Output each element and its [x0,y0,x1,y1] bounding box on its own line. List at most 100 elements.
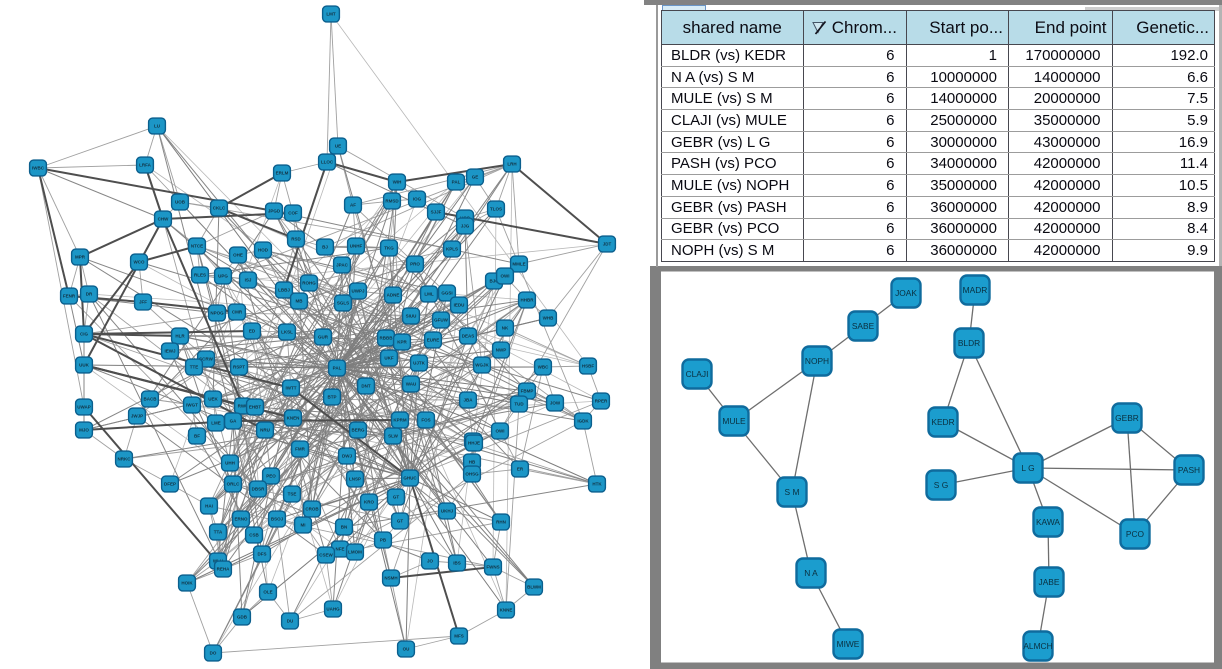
svg-text:OWI: OWI [501,274,510,279]
svg-text:BJ: BJ [322,245,328,250]
svg-text:RLES: RLES [194,273,206,278]
svg-text:MI: MI [301,523,306,528]
svg-text:JBA: JBA [463,398,473,403]
svg-text:GUR: GUR [318,335,329,340]
svg-text:BLWM: BLWM [527,585,541,590]
svg-text:SJJF: SJJF [431,210,442,215]
svg-text:DBSR: DBSR [252,487,266,492]
svg-text:OWI: OWI [496,429,505,434]
svg-text:WGJK: WGJK [475,363,489,368]
svg-text:RMSD: RMSD [385,199,399,204]
svg-text:JWJP: JWJP [131,414,143,419]
svg-text:PRO: PRO [410,262,420,267]
svg-text:BERG: BERG [351,428,365,433]
svg-text:TTE: TTE [190,365,199,370]
svg-text:RWU: RWU [238,404,249,409]
svg-text:HHJE: HHJE [468,441,480,446]
svg-text:GFUW: GFUW [434,318,448,323]
svg-text:LU: LU [154,124,160,129]
svg-text:LKSL: LKSL [281,330,293,335]
svg-text:DR: DR [86,292,93,297]
svg-text:GDB: GDB [237,615,248,620]
svg-text:UKHJ: UKHJ [441,509,454,514]
svg-text:UAHG: UAHG [326,607,340,612]
svg-text:CMR: CMR [232,310,243,315]
svg-text:UOB: UOB [175,200,186,205]
svg-text:NWP: NWP [496,348,507,353]
svg-text:SGLS: SGLS [337,301,349,306]
svg-text:UEK: UEK [208,397,218,402]
svg-text:JDT: JDT [603,242,612,247]
svg-text:MPR: MPR [75,255,86,260]
svg-text:IWGT: IWGT [186,403,198,408]
svg-text:HHBR: HHBR [521,298,535,303]
svg-text:NTCE: NTCE [191,244,203,249]
svg-text:KPR: KPR [397,340,407,345]
svg-text:CKLC: CKLC [213,206,226,211]
svg-text:MMLE: MMLE [512,262,525,267]
svg-text:SCRW: SCRW [199,357,213,362]
svg-text:IEDU: IEDU [454,303,465,308]
svg-text:TUD: TUD [514,402,524,407]
svg-text:WBC: WBC [538,365,549,370]
svg-text:ORLC: ORLC [227,482,240,487]
svg-text:LME: LME [211,421,221,426]
svg-text:NRU: NRU [260,428,270,433]
svg-text:MIWE: MIWE [837,639,860,649]
svg-text:FOS: FOS [421,418,430,423]
svg-text:S G: S G [934,480,948,490]
svg-text:LRFA: LRFA [139,163,151,168]
svg-text:BLDR: BLDR [958,338,980,348]
svg-text:PEO: PEO [266,474,276,479]
svg-text:ADNE: ADNE [387,293,400,298]
svg-text:PCO: PCO [1126,529,1145,539]
svg-text:KPLS: KPLS [446,247,458,252]
svg-text:CSEW: CSEW [319,553,333,558]
svg-text:S M: S M [785,487,800,497]
svg-text:HAI: HAI [205,504,213,509]
svg-text:GEBR: GEBR [1115,413,1139,423]
svg-text:DEAS: DEAS [462,334,475,339]
svg-text:BSOJ: BSOJ [271,517,284,522]
svg-text:RHN: RHN [496,520,506,525]
svg-text:LML: LML [424,292,433,297]
svg-text:LMT: LMT [326,12,335,17]
svg-text:GGSI: GGSI [441,291,452,296]
svg-text:KNNE: KNNE [500,608,513,613]
svg-text:DFEP: DFEP [164,482,176,487]
svg-text:KPRM: KPRM [393,418,407,423]
svg-text:JPGD: JPGD [268,209,281,214]
svg-text:JOW: JOW [550,401,561,406]
svg-text:LLOC: LLOC [321,160,334,165]
svg-text:BTP: BTP [328,395,337,400]
svg-text:COF: COF [288,211,298,216]
svg-text:NRKC: NRKC [118,457,132,462]
svg-text:DNT: DNT [361,384,370,389]
svg-text:BF: BF [194,434,200,439]
svg-text:ED: ED [249,329,256,334]
svg-text:CSB: CSB [249,533,259,538]
svg-text:LNSP: LNSP [349,477,361,482]
svg-text:MB: MB [296,299,304,304]
svg-text:NFE: NFE [336,547,345,552]
svg-text:OHSG: OHSG [465,472,479,477]
svg-text:UNHF: UNHF [350,244,363,249]
svg-text:NPOG: NPOG [210,311,224,316]
svg-text:ERLM: ERLM [276,171,289,176]
svg-text:LMOM: LMOM [348,550,362,555]
svg-text:LBBJ: LBBJ [278,288,290,293]
svg-text:EHBT: EHBT [249,405,262,410]
svg-text:WAU: WAU [406,382,417,387]
svg-text:UWPJ: UWPJ [351,289,364,294]
svg-text:ALMCH: ALMCH [1023,641,1052,651]
svg-text:PAL: PAL [452,180,461,185]
svg-text:L G: L G [1021,463,1034,473]
svg-text:TKG: TKG [384,246,394,251]
svg-text:OHE: OHE [233,253,243,258]
svg-text:ROHG: ROHG [302,281,316,286]
svg-text:ER: ER [517,467,524,472]
svg-text:KEDR: KEDR [931,417,954,427]
svg-text:JPAC: JPAC [336,263,348,268]
svg-text:JJG: JJG [461,224,470,229]
svg-text:GT: GT [397,519,404,524]
